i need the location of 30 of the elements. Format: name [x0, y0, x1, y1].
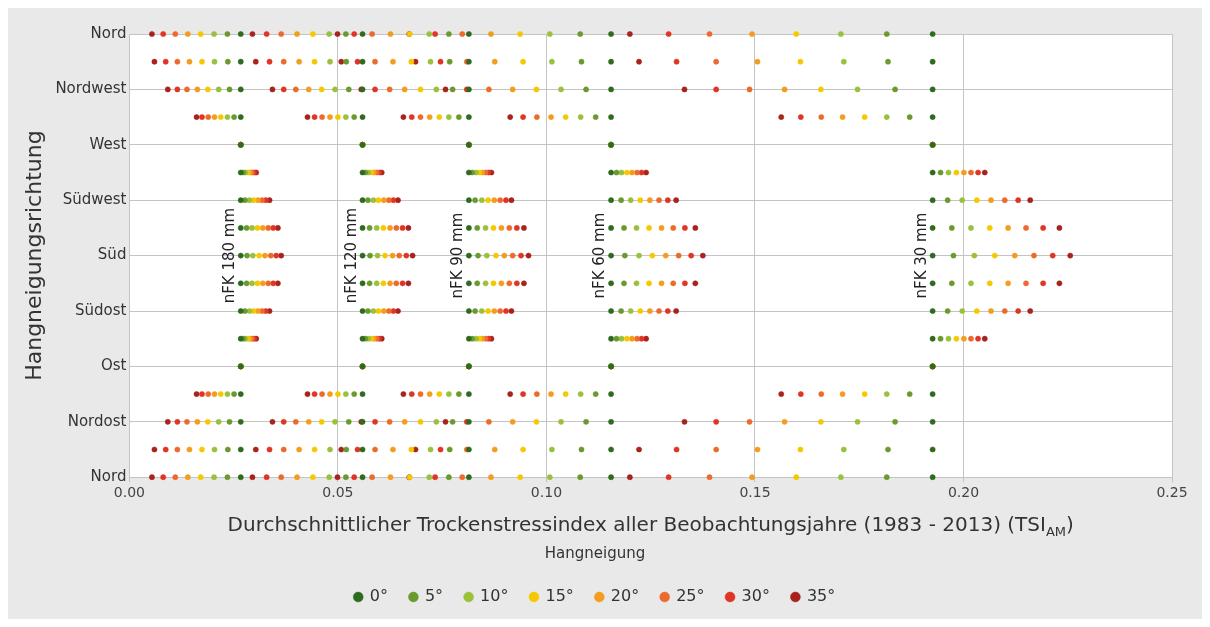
x-tick-label: 0.15: [739, 484, 771, 501]
legend-label: 10°: [480, 586, 509, 606]
y-tick-label: Nord: [90, 467, 127, 486]
legend-label: 5°: [424, 586, 444, 606]
x-tick-label: 0.10: [530, 484, 563, 501]
legend-title: Hangneigung: [544, 544, 646, 563]
x-tick-label: 0.00: [113, 484, 145, 501]
y-tick-label: Südwest: [62, 190, 127, 209]
legend-label: 35°: [806, 586, 836, 606]
y-tick-label: Ost: [100, 356, 127, 375]
y-tick-label: Süd: [97, 245, 127, 264]
legend-label: 25°: [676, 586, 705, 606]
legend-label: 30°: [741, 586, 770, 606]
annotation: nFK 30 mm: [912, 212, 931, 299]
x-tick-label: 0.05: [322, 484, 354, 501]
y-tick-label: Nordost: [67, 411, 127, 430]
legend-label: 15°: [545, 586, 574, 606]
x-tick-label: 0.25: [1156, 484, 1188, 501]
annotation: nFK 60 mm: [590, 212, 609, 299]
annotation: nFK 180 mm: [220, 207, 239, 304]
legend-label: 20°: [610, 586, 640, 606]
y-tick-label: Südost: [74, 300, 127, 319]
y-axis-title: Hangneigungsrichtung: [20, 130, 46, 381]
legend-label: 0°: [369, 586, 388, 606]
annotation: nFK 90 mm: [448, 212, 467, 299]
y-tick-label: West: [89, 134, 127, 153]
y-tick-label: Nordwest: [55, 79, 127, 98]
x-tick-label: 0.20: [947, 484, 980, 501]
y-tick-label: Nord: [90, 23, 127, 42]
annotation: nFK 120 mm: [341, 207, 360, 304]
